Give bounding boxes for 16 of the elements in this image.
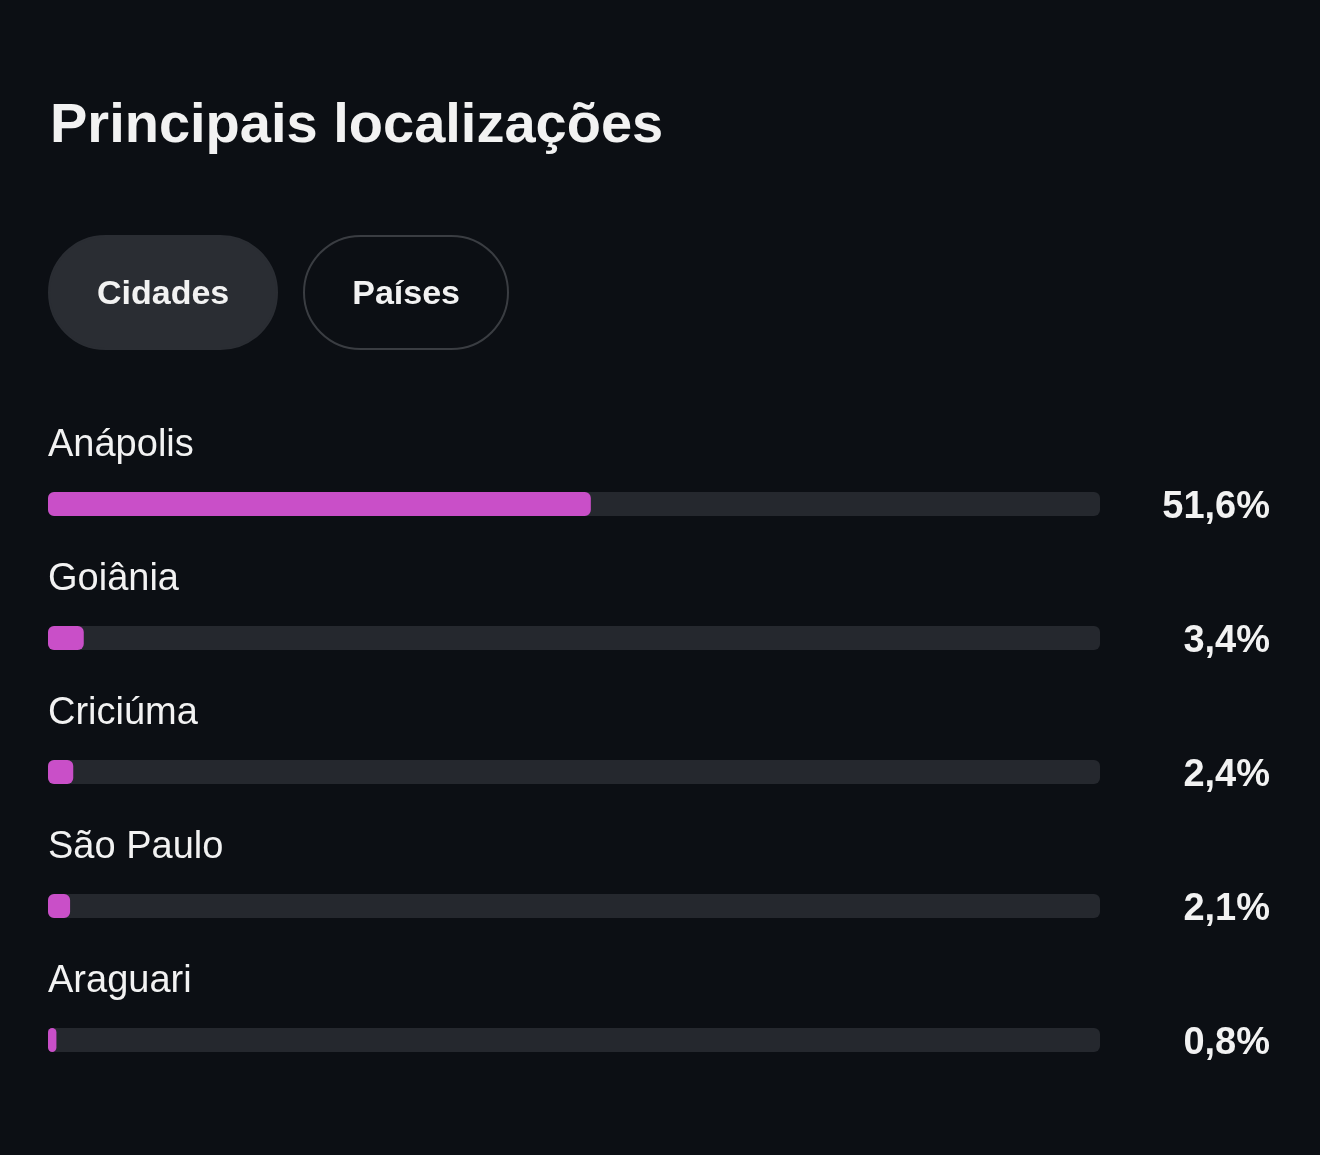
bar <box>48 626 84 650</box>
tab-button: Países <box>303 235 510 350</box>
data-label: 0,8% <box>1183 1020 1270 1062</box>
y-tick-label: Anápolis <box>48 422 194 464</box>
y-tick-label: Criciúma <box>48 690 199 732</box>
bar <box>48 894 71 918</box>
tab-button: Cidades <box>48 235 279 350</box>
data-label: 2,4% <box>1183 752 1270 794</box>
data-label: 51,6% <box>1162 484 1270 526</box>
y-tick-label: Araguari <box>48 958 192 1000</box>
chart-title: Principais localizações <box>50 90 664 155</box>
data-label: 3,4% <box>1183 618 1270 660</box>
y-tick-label: Goiânia <box>48 556 180 598</box>
data-label: 2,1% <box>1183 886 1270 928</box>
y-tick-label: São Paulo <box>48 824 224 866</box>
bar <box>48 760 74 784</box>
